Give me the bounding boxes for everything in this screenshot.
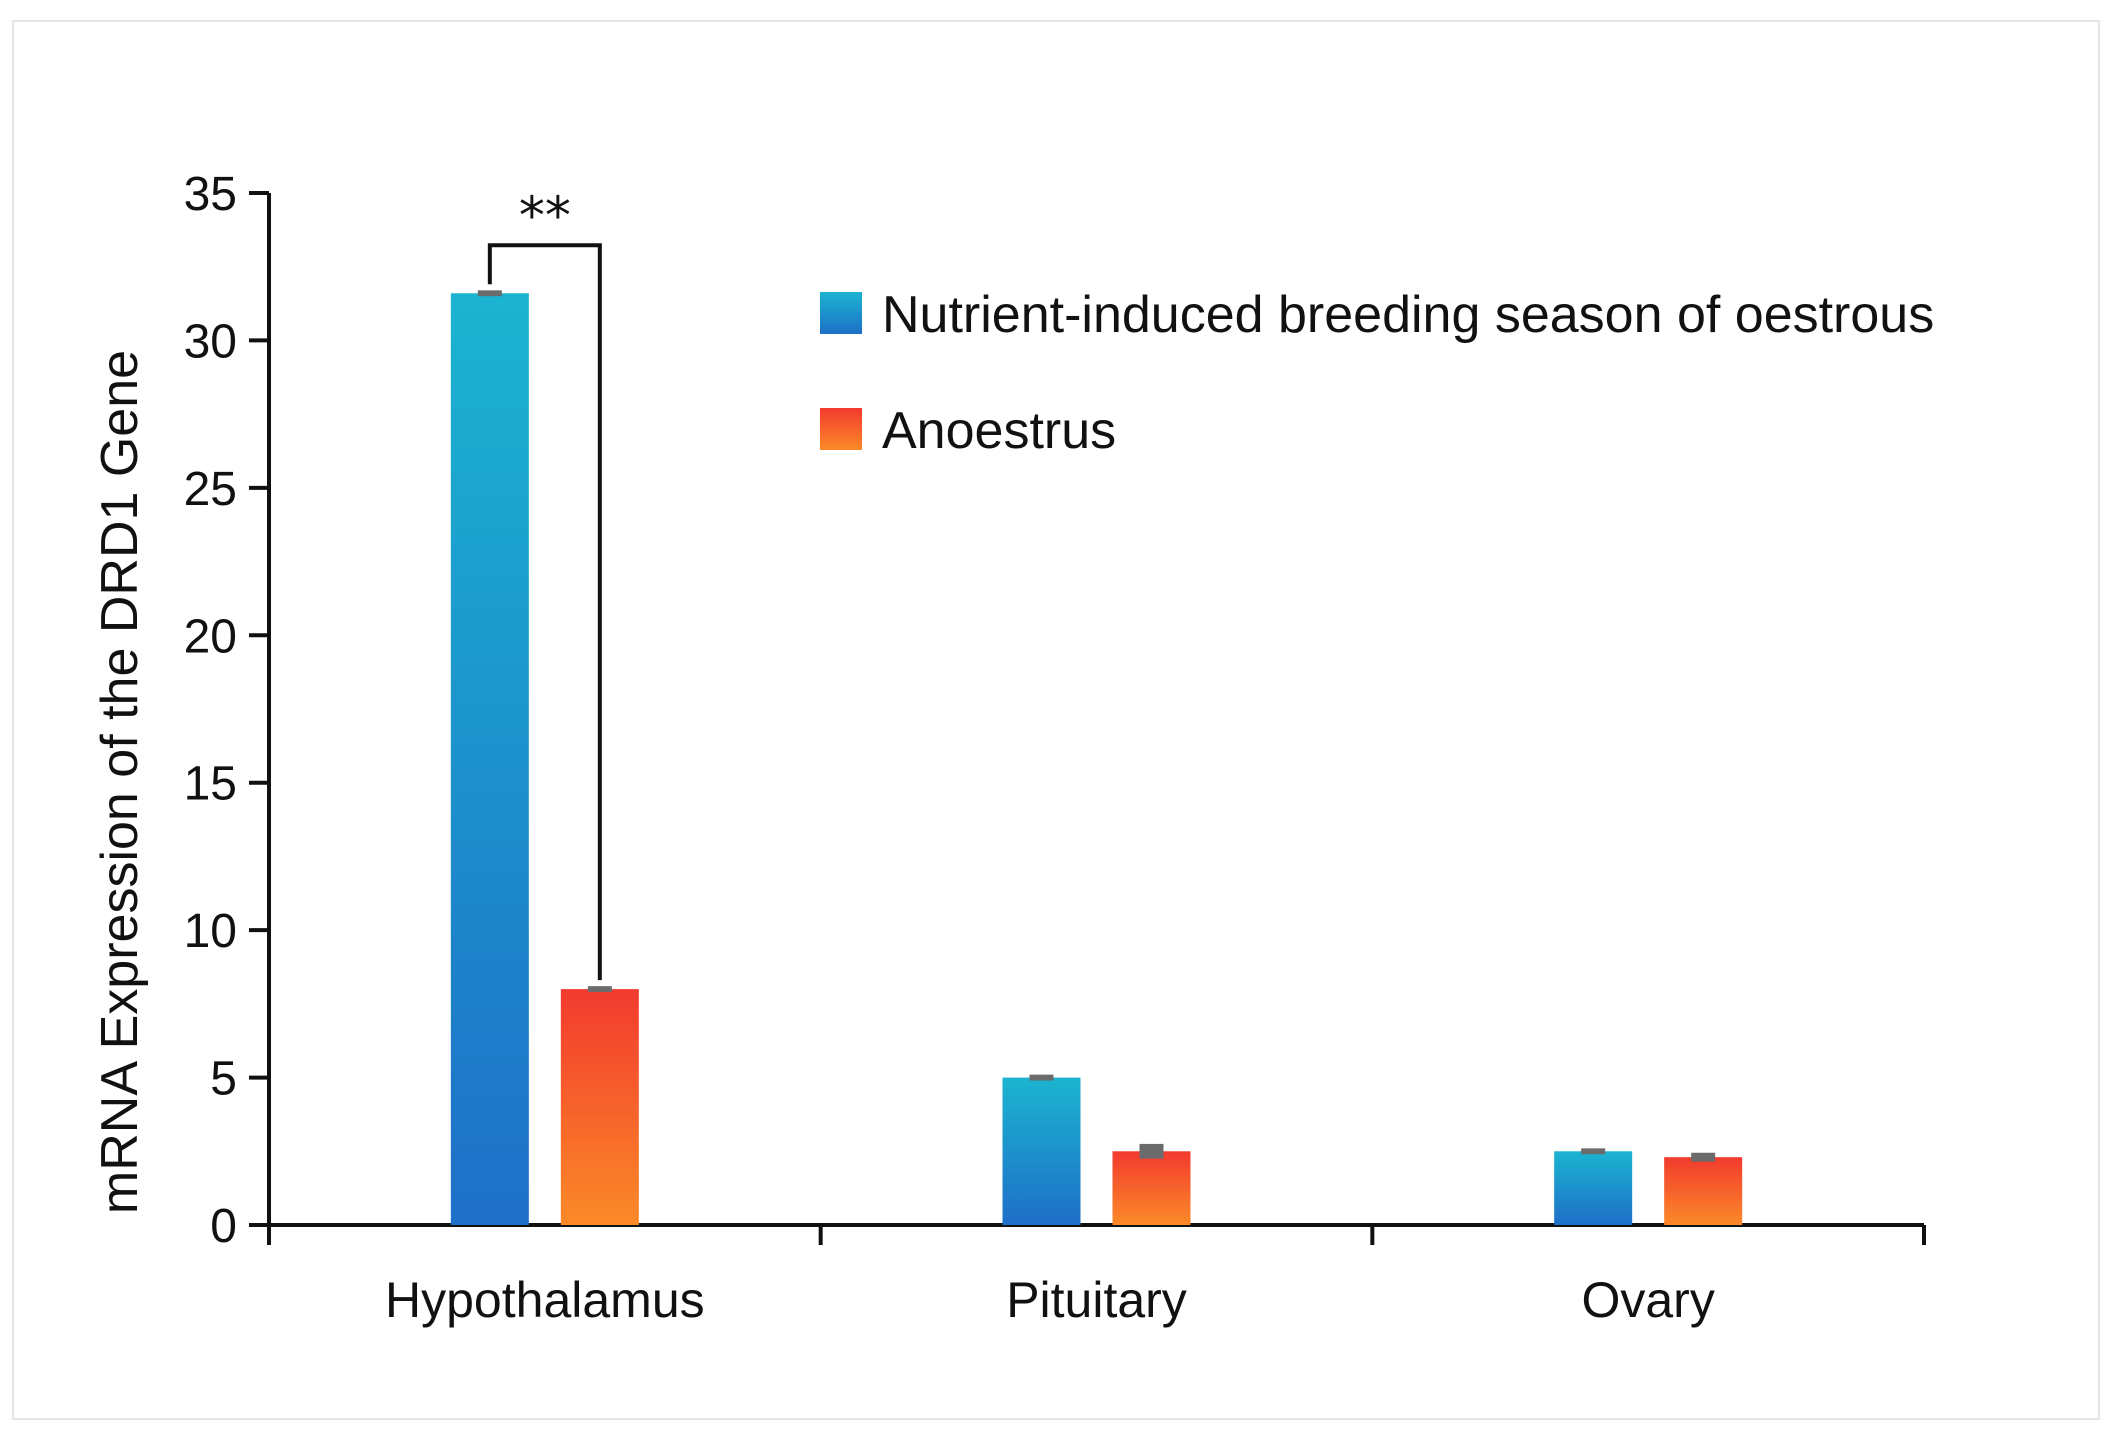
bar-anoestrus <box>1664 1157 1743 1225</box>
y-tick-label: 35 <box>184 168 237 221</box>
bar-anoestrus <box>560 989 639 1225</box>
bar-anoestrus <box>1112 1151 1191 1225</box>
bar-oestrous <box>450 293 529 1225</box>
bar-chart: 0 5 10 15 20 25 30 35 Hypothalamus Pituitary Ovary… <box>91 168 1934 1328</box>
error-bar <box>1691 1152 1716 1162</box>
y-tick-label: 5 <box>210 1053 237 1106</box>
x-tick-label: Pituitary <box>1006 1272 1187 1328</box>
significance-label: ** <box>519 186 571 246</box>
legend-label-oestrous: Nutrient-induced breeding season of oest… <box>882 286 1934 344</box>
y-tick-label: 10 <box>184 905 237 958</box>
error-bar <box>1581 1148 1606 1155</box>
y-tick-label: 20 <box>184 610 237 663</box>
y-axis-label: mRNA Expression of the DRD1 Gene <box>91 350 149 1214</box>
y-tick-label: 0 <box>210 1200 237 1253</box>
annotations: ** <box>487 186 602 981</box>
axes: 0 5 10 15 20 25 30 35 Hypothalamus Pituitary Ovary <box>184 168 1926 1328</box>
x-tick-label: Hypothalamus <box>385 1272 705 1328</box>
bar-oestrous <box>1554 1151 1633 1225</box>
legend-label-anoestrus: Anoestrus <box>882 402 1116 460</box>
chart-frame: 0 5 10 15 20 25 30 35 Hypothalamus Pituitary Ovary… <box>12 20 2100 1420</box>
legend: Nutrient-induced breeding season of oest… <box>820 286 1934 460</box>
legend-swatch-oestrous <box>820 292 862 334</box>
bar-oestrous <box>1002 1077 1081 1225</box>
y-tick-label: 30 <box>184 315 237 368</box>
error-bar <box>1029 1074 1054 1081</box>
error-bar <box>477 290 502 297</box>
bars <box>450 290 1743 1225</box>
error-bar <box>1139 1143 1164 1159</box>
error-bar <box>587 986 612 993</box>
legend-swatch-anoestrus <box>820 408 862 450</box>
y-tick-label: 15 <box>184 758 237 811</box>
y-tick-label: 25 <box>184 463 237 516</box>
significance-bracket <box>487 243 602 981</box>
x-tick-label: Ovary <box>1581 1272 1714 1328</box>
